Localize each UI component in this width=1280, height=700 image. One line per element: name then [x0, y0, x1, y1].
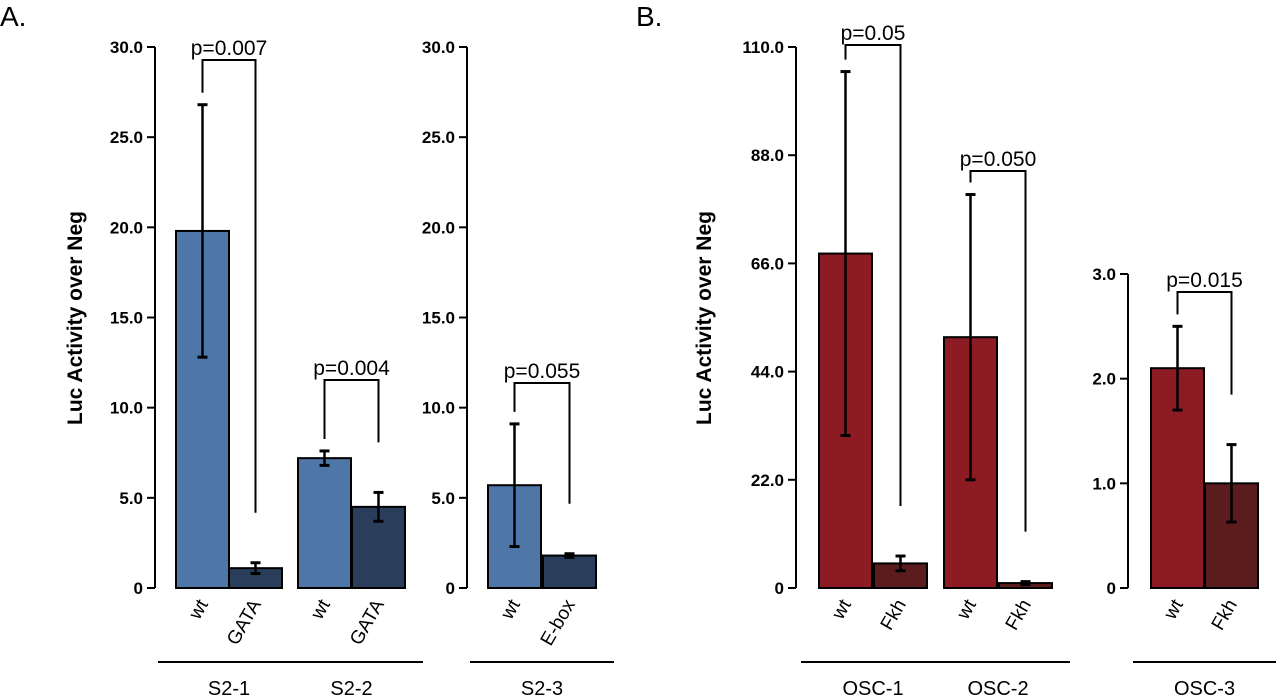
category-label: GATA	[223, 596, 266, 649]
y-tick-label: 0	[134, 579, 143, 598]
panel-letter-a: A.	[0, 1, 26, 32]
bar-osc-1-fkh	[873, 562, 928, 590]
significance-bracket	[513, 382, 571, 504]
y-tick-label: 1.0	[1092, 474, 1116, 493]
y-tick-label: 5.0	[119, 489, 143, 508]
y-tick-label: 2.0	[1092, 370, 1116, 389]
category-label: wt	[307, 595, 336, 623]
category-label: wt	[497, 595, 526, 623]
y-tick-label: 30.0	[110, 38, 143, 57]
p-value-label: p=0.050	[960, 148, 1037, 171]
y-tick-label: 0	[446, 579, 455, 598]
bar-s2-2-wt	[297, 457, 352, 589]
group-label: S2-2	[330, 678, 372, 700]
category-label: E-box	[537, 596, 580, 650]
category-label: wt	[1160, 595, 1189, 623]
y-tick-label: 22.0	[751, 471, 784, 490]
category-label: wt	[828, 595, 857, 623]
y-tick-label: 66.0	[751, 254, 784, 273]
y-tick-label: 0	[1107, 579, 1116, 598]
bar-s2-3-e-box	[542, 554, 597, 589]
significance-bracket	[844, 44, 902, 507]
group-label: OSC-2	[967, 678, 1028, 700]
p-value-label: p=0.004	[313, 357, 390, 380]
p-value-label: p=0.055	[504, 360, 581, 383]
group-label: S2-1	[208, 678, 250, 700]
p-value-label: p=0.05	[841, 22, 906, 45]
y-tick-label: 10.0	[110, 399, 143, 418]
category-label: Fkh	[877, 596, 911, 634]
y-tick-label: 10.0	[422, 399, 455, 418]
significance-bracket	[323, 379, 380, 443]
panel-letter-b: B.	[636, 1, 662, 32]
significance-bracket	[201, 59, 257, 513]
group-label: S2-3	[521, 678, 563, 700]
y-tick-label: 15.0	[422, 309, 455, 328]
y-tick-label: 3.0	[1092, 265, 1116, 284]
y-axis-title: Luc Activity over Neg	[693, 211, 716, 425]
y-axis-title: Luc Activity over Neg	[64, 211, 87, 425]
group-label: OSC-3	[1174, 678, 1235, 700]
p-value-label: p=0.007	[191, 37, 268, 60]
p-value-label: p=0.015	[1166, 269, 1243, 292]
y-tick-label: 110.0	[742, 38, 784, 57]
group-label: OSC-1	[842, 678, 903, 700]
y-tick-label: 30.0	[422, 38, 455, 57]
y-tick-label: 25.0	[422, 128, 455, 147]
y-tick-label: 20.0	[422, 218, 455, 237]
y-tick-label: 25.0	[110, 128, 143, 147]
y-tick-label: 15.0	[110, 309, 143, 328]
significance-bracket	[1176, 291, 1233, 395]
y-tick-label: 20.0	[110, 218, 143, 237]
y-tick-label: 44.0	[751, 363, 784, 382]
y-tick-label: 5.0	[431, 489, 455, 508]
significance-bracket	[969, 170, 1027, 532]
category-label: Fkh	[1208, 596, 1242, 634]
category-label: wt	[953, 595, 982, 623]
category-label: GATA	[346, 596, 389, 649]
y-tick-label: 0	[775, 579, 784, 598]
y-tick-label: 88.0	[751, 146, 784, 165]
category-label: Fkh	[1002, 596, 1036, 634]
category-label: wt	[185, 595, 214, 623]
